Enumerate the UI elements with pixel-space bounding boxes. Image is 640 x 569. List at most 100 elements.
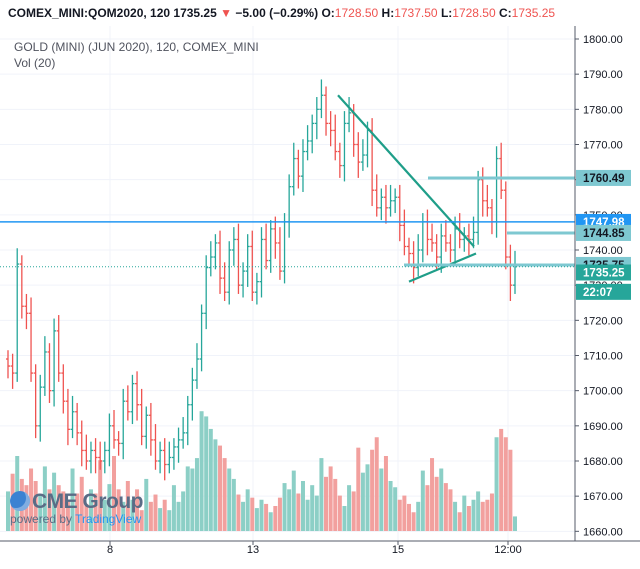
price-chart[interactable]: 1800.001790.001780.001770.001760.001750.… xyxy=(0,26,640,569)
ohlc-bar xyxy=(19,255,24,319)
volume-bar xyxy=(130,499,135,531)
volume-bar xyxy=(420,470,425,531)
price-label-box xyxy=(576,264,631,281)
ohlc-bar xyxy=(38,374,43,442)
ohlc-bar xyxy=(218,230,223,294)
close-label: C: xyxy=(499,6,512,20)
ohlc-bar xyxy=(65,388,70,446)
volume-legend: Vol (20) xyxy=(14,56,56,70)
volume-bar xyxy=(430,458,435,531)
ohlc-bar xyxy=(268,220,273,273)
price-label-box xyxy=(576,283,631,300)
ohlc-bar xyxy=(88,441,93,474)
volume-bar xyxy=(88,489,93,531)
volume-bar xyxy=(102,499,107,531)
last-price: 1735.25 xyxy=(173,6,217,20)
ohlc-bar xyxy=(176,427,181,463)
ohlc-bar xyxy=(374,174,379,217)
volume-bar xyxy=(153,494,158,531)
ohlc-bar xyxy=(56,315,61,382)
volume-bar xyxy=(277,497,282,531)
ohlc-bar xyxy=(199,304,204,372)
volume-bar xyxy=(162,499,167,531)
ohlc-bar xyxy=(208,241,213,277)
y-tick-label: 1690.00 xyxy=(583,421,623,433)
volume-bar xyxy=(38,494,43,531)
ohlc-bar xyxy=(356,132,361,178)
volume-bar xyxy=(52,472,57,531)
volume-bar xyxy=(466,506,471,531)
volume-bar xyxy=(259,499,264,531)
volume-bar xyxy=(107,484,112,531)
ohlc-bar xyxy=(462,227,467,252)
ohlc-bar xyxy=(291,142,296,196)
open-value: 1728.50 xyxy=(334,6,379,20)
ohlc-bar xyxy=(347,97,352,133)
ohlc-bar xyxy=(513,250,517,294)
volume-bar xyxy=(208,428,213,531)
volume-bar xyxy=(245,489,250,531)
cme-brand: CME Group xyxy=(32,490,144,513)
trendline-up xyxy=(408,252,477,283)
ohlc-bar xyxy=(42,336,47,396)
volume-bar xyxy=(42,466,47,531)
volume-bar xyxy=(494,437,499,531)
volume-bar xyxy=(513,516,517,531)
ohlc-bar xyxy=(190,367,195,421)
volume-bar xyxy=(425,485,430,531)
price-label-text: 1735.25 xyxy=(583,268,625,280)
ohlc-bar xyxy=(305,125,310,161)
ohlc-bar xyxy=(185,395,190,446)
price-label-box xyxy=(576,169,631,186)
ohlc-bar xyxy=(337,142,342,178)
volume-bar xyxy=(406,503,411,531)
volume-bar xyxy=(70,468,75,531)
volume-bar xyxy=(485,499,490,531)
ohlc-bar xyxy=(360,139,365,171)
ohlc-bar xyxy=(287,174,292,238)
ohlc-bar xyxy=(52,318,57,407)
ohlc-bar xyxy=(171,438,176,470)
volume-bar xyxy=(291,470,296,531)
volume-bar xyxy=(360,472,365,531)
tradingview-label: TradingView xyxy=(75,512,142,526)
ohlc-bar xyxy=(135,371,140,421)
volume-bar xyxy=(204,416,209,531)
ohlc-bar xyxy=(231,227,236,266)
volume-bar xyxy=(158,508,163,531)
ohlc-bar xyxy=(29,297,34,382)
ohlc-bar xyxy=(499,142,504,200)
ohlc-bar xyxy=(125,385,130,421)
low-label: L: xyxy=(440,6,453,20)
ohlc-bar xyxy=(130,374,135,425)
y-tick-label: 1790.00 xyxy=(583,69,623,81)
low-value: 1728.50 xyxy=(452,6,496,20)
price-label-text: 1744.85 xyxy=(583,228,625,240)
ohlc-bar xyxy=(158,441,163,474)
ohlc-bar xyxy=(222,262,227,301)
volume-bar xyxy=(480,501,485,531)
ohlc-bar xyxy=(148,402,153,456)
volume-bar xyxy=(75,493,80,531)
volume-bar xyxy=(112,456,117,531)
ohlc-bar xyxy=(93,438,98,474)
volume-bar xyxy=(273,506,278,531)
ohlc-bar xyxy=(416,234,421,277)
volume-bar xyxy=(213,439,218,531)
x-tick-label: 15 xyxy=(392,544,404,556)
ohlc-bar xyxy=(430,223,435,252)
ohlc-bar xyxy=(333,114,338,161)
volume-bar xyxy=(282,483,287,531)
ohlc-bar xyxy=(250,230,255,301)
volume-bar xyxy=(314,495,319,531)
volume-bar xyxy=(471,499,476,531)
price-change: −5.00 (−0.29%) xyxy=(235,6,319,20)
volume-bar xyxy=(171,485,176,531)
volume-bar xyxy=(374,437,379,531)
volume-bar xyxy=(61,491,66,531)
y-tick-label: 1720.00 xyxy=(583,315,623,327)
ohlc-bar xyxy=(33,364,38,439)
ohlc-bar xyxy=(503,181,508,270)
ohlc-bar xyxy=(310,114,315,154)
